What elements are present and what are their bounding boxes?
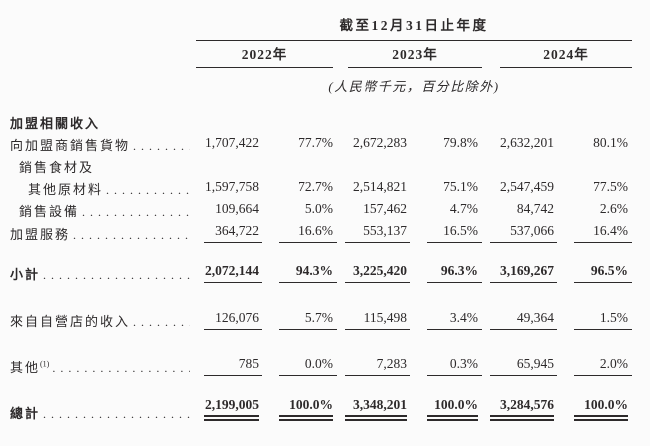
value-cell-2023: 3,225,420 [345, 263, 410, 283]
table-row-total: 總計 2,199,005 100.0% 3,348,201 100.0% 3,2… [0, 395, 632, 422]
period-title: 截至12月31日止年度 [196, 10, 633, 41]
percent-cell-2023: 75.1% [443, 179, 478, 194]
unit-note-row: (人民幣千元，百分比除外) [0, 68, 632, 98]
revenue-breakdown-table: 截至12月31日止年度 2022年 2023年 2024年 (人民幣千元，百分比… [0, 10, 633, 422]
dot-leader [43, 268, 190, 283]
year-header-2022: 2022年 [196, 43, 333, 68]
value-cell-2023: 2,514,821 [353, 179, 407, 194]
value-cell-2024: 2,547,459 [500, 179, 554, 194]
percent-cell-2022: 0.0% [279, 356, 337, 376]
revenue-breakdown-page: 截至12月31日止年度 2022年 2023年 2024年 (人民幣千元，百分比… [0, 0, 650, 422]
percent-cell-2024: 100.0% [574, 397, 632, 423]
row-label: 來自自營店的收入 [10, 314, 131, 329]
value-cell-2022: 1,597,758 [205, 179, 259, 194]
table-row-other-raw-materials: 其他原材料 1,597,758 72.7% 2,514,821 75.1% 2,… [0, 176, 632, 198]
dot-leader [106, 183, 190, 198]
table-row-food-ingredients-label: 銷售食材及 [0, 154, 632, 176]
row-label: 總計 [10, 406, 41, 421]
row-label: 向加盟商銷售貨物 [10, 138, 131, 153]
row-label: 銷售設備 [19, 204, 80, 219]
row-label: 小計 [10, 267, 41, 282]
value-cell-2022: 109,664 [215, 201, 259, 216]
table-row-franchise-services: 加盟服務 364,722 16.6% 553,137 16.5% 537,066… [0, 220, 633, 243]
percent-cell-2022: 5.7% [279, 310, 337, 330]
row-label: 其他(1) [10, 359, 50, 375]
table-row-goods-to-franchisees: 向加盟商銷售貨物 1,707,422 77.7% 2,672,283 79.8%… [0, 132, 632, 154]
year-header-row: 2022年 2023年 2024年 [0, 40, 633, 68]
percent-cell-2022: 5.0% [304, 201, 333, 216]
percent-cell-2024: 16.4% [574, 223, 633, 243]
row-label: 加盟相關收入 [10, 116, 101, 131]
percent-cell-2024: 2.6% [599, 201, 629, 216]
value-cell-2023: 115,498 [345, 310, 410, 330]
percent-cell-2022: 94.3% [279, 263, 337, 283]
value-cell-2022: 364,722 [204, 223, 262, 243]
dot-leader [73, 228, 190, 243]
percent-cell-2023: 100.0% [427, 397, 482, 423]
row-label: 銷售食材及 [19, 160, 95, 175]
table-row-section-franchise: 加盟相關收入 [0, 110, 632, 132]
percent-cell-2022: 100.0% [279, 397, 337, 423]
percent-cell-2024: 1.5% [574, 310, 633, 330]
year-header-2023: 2023年 [348, 43, 482, 68]
table-header-row: 截至12月31日止年度 [0, 10, 633, 41]
percent-cell-2023: 16.5% [427, 223, 482, 243]
value-cell-2024: 65,945 [490, 356, 557, 376]
value-cell-2022: 785 [204, 356, 262, 376]
table-row-others: 其他(1) 785 0.0% 7,283 0.3% 65,945 2.0% [0, 349, 633, 376]
percent-cell-2023: 4.7% [449, 201, 478, 216]
percent-cell-2024: 96.5% [574, 263, 633, 283]
year-header-2024: 2024年 [500, 43, 633, 68]
value-cell-2024: 3,284,576 [490, 397, 557, 423]
percent-cell-2024: 2.0% [574, 356, 633, 376]
percent-cell-2022: 77.7% [298, 135, 333, 150]
dot-leader [82, 205, 190, 220]
value-cell-2023: 7,283 [345, 356, 410, 376]
value-cell-2024: 3,169,267 [490, 263, 557, 283]
value-cell-2024: 84,742 [516, 201, 554, 216]
percent-cell-2023: 96.3% [427, 263, 482, 283]
dot-leader [52, 361, 190, 376]
dot-leader [133, 139, 190, 154]
unit-note: (人民幣千元，百分比除外) [328, 79, 500, 94]
table-row-self-operated-stores: 來自自營店的收入 126,076 5.7% 115,498 3.4% 49,36… [0, 303, 633, 330]
value-cell-2023: 3,348,201 [345, 397, 410, 423]
row-label: 加盟服務 [10, 227, 71, 242]
value-cell-2023: 553,137 [345, 223, 410, 243]
value-cell-2024: 537,066 [490, 223, 557, 243]
value-cell-2023: 2,672,283 [353, 135, 407, 150]
value-cell-2022: 2,072,144 [204, 263, 262, 283]
value-cell-2023: 157,462 [363, 201, 407, 216]
dot-leader [43, 407, 190, 422]
value-cell-2022: 126,076 [204, 310, 262, 330]
table-row-subtotal: 小計 2,072,144 94.3% 3,225,420 96.3% 3,169… [0, 256, 633, 283]
percent-cell-2023: 0.3% [427, 356, 482, 376]
footnote-marker: (1) [40, 359, 50, 369]
row-label: 其他原材料 [28, 182, 104, 197]
percent-cell-2023: 3.4% [427, 310, 482, 330]
percent-cell-2022: 72.7% [298, 179, 333, 194]
percent-cell-2023: 79.8% [443, 135, 478, 150]
value-cell-2022: 2,199,005 [204, 397, 262, 423]
percent-cell-2022: 16.6% [279, 223, 337, 243]
value-cell-2024: 49,364 [490, 310, 557, 330]
value-cell-2024: 2,632,201 [500, 135, 554, 150]
percent-cell-2024: 80.1% [593, 135, 629, 150]
dot-leader [133, 315, 190, 330]
table-row-equipment: 銷售設備 109,664 5.0% 157,462 4.7% 84,742 2.… [0, 198, 632, 220]
percent-cell-2024: 77.5% [593, 179, 629, 194]
value-cell-2022: 1,707,422 [205, 135, 259, 150]
